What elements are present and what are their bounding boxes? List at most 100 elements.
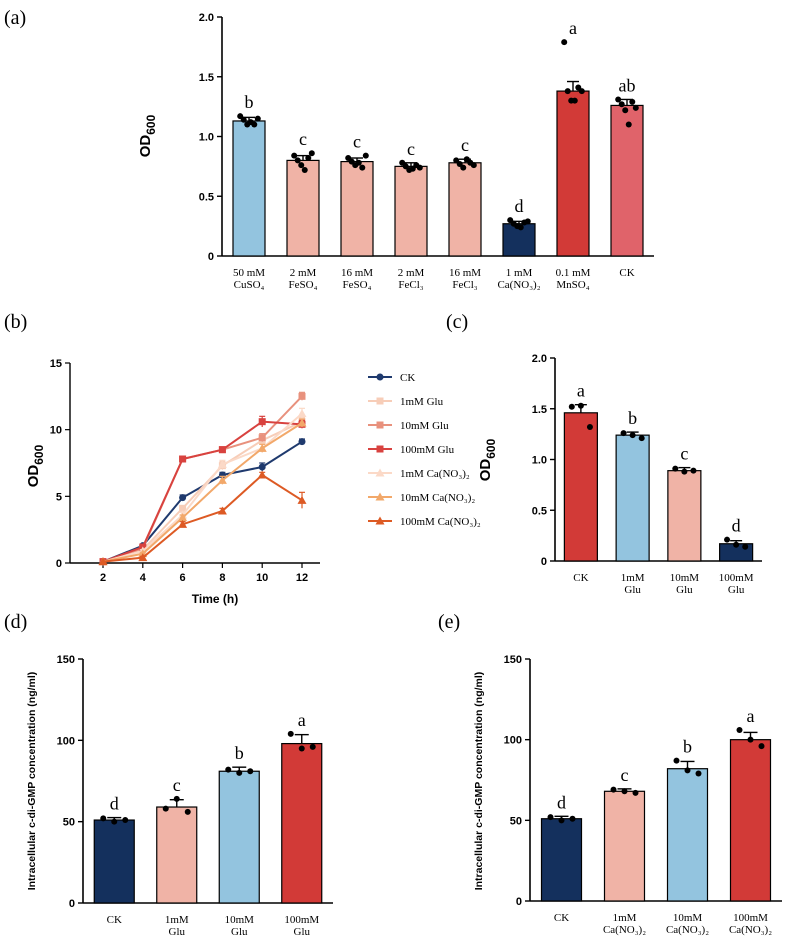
data-point <box>217 459 227 468</box>
data-point <box>247 768 254 775</box>
bar <box>394 165 428 257</box>
y-axis-title: Intracellular c-di-GMP concentration (ng… <box>26 672 38 891</box>
chart-c: 00.51.01.52.0OD600aCKb1mMGluc10mMGlud100… <box>477 353 762 596</box>
series-line <box>102 412 303 563</box>
data-point <box>184 808 191 815</box>
bar <box>666 768 709 902</box>
legend-item: CK <box>368 372 415 384</box>
legend-label: CK <box>400 372 415 384</box>
x-axis-title: Time (h) <box>192 592 238 606</box>
y-axis-title-sub: 600 <box>144 114 158 134</box>
chart-d: 0 50 100 150 Intracellular c-di-GMP concentr… <box>26 654 333 938</box>
data-point <box>291 152 298 159</box>
category-label: 10mM <box>673 912 703 924</box>
legend-item: 10mM Ca(NO₃)₂ <box>368 492 475 504</box>
series-2 <box>99 391 306 566</box>
category-label: Glu <box>294 926 311 938</box>
y-tick-label: 0 <box>541 556 547 568</box>
category-label: 0.1 mM <box>556 267 591 279</box>
y-tick-label: 0 <box>69 898 75 910</box>
data-point <box>98 557 108 566</box>
y-tick-label: 5 <box>56 491 62 503</box>
data-point <box>362 152 369 159</box>
data-point <box>251 121 258 128</box>
category-label: CK <box>107 914 122 926</box>
significance-letter: d <box>732 516 741 536</box>
y-tick-label: 2.0 <box>199 12 214 24</box>
category-label: Glu <box>231 926 248 938</box>
significance-letter: a <box>569 18 577 38</box>
y-tick-label: 100 <box>504 735 522 747</box>
category-label: Glu <box>624 584 641 596</box>
data-point <box>547 814 554 821</box>
category-label: 16 mM <box>449 267 481 279</box>
category-label: 16 mM <box>341 267 373 279</box>
data-point <box>568 403 575 410</box>
category-label: 100mM <box>719 572 754 584</box>
y-tick-label: 1.0 <box>199 132 214 144</box>
series-line <box>102 420 303 563</box>
significance-letter: c <box>173 775 181 795</box>
panel-label-b: (b) <box>4 311 27 333</box>
bar <box>556 90 590 257</box>
category-label: 2 mM <box>290 267 317 279</box>
data-point <box>218 446 226 454</box>
bar <box>156 806 198 904</box>
category-label: Ca(NO₃)₂ <box>603 924 646 936</box>
data-point <box>217 475 227 484</box>
legend-marker <box>376 373 384 381</box>
data-point <box>179 455 187 463</box>
legend-item: 100mM Glu <box>368 444 455 456</box>
data-point <box>416 164 423 171</box>
data-point <box>297 495 307 504</box>
significance-letter: b <box>245 92 254 112</box>
bar <box>93 819 135 904</box>
category-label: 100mM <box>284 914 319 926</box>
data-point <box>257 470 267 479</box>
data-point <box>309 743 316 750</box>
y-tick-label: 100 <box>57 735 75 747</box>
data-point <box>225 766 232 773</box>
bar <box>603 790 646 902</box>
significance-letter: b <box>235 743 244 763</box>
data-point <box>638 435 645 442</box>
y-axis-title-main: OD <box>477 459 494 482</box>
data-point <box>684 767 691 774</box>
y-tick-label: 0 <box>56 558 62 570</box>
category-label: CuSO₄ <box>234 279 265 291</box>
y-axis-title-main: OD <box>25 465 42 488</box>
data-point <box>297 418 307 427</box>
legend-label: 1mM Glu <box>400 396 444 408</box>
series-line <box>102 440 303 563</box>
category-label: FeSO₄ <box>343 279 372 291</box>
y-axis-title-sub: 600 <box>484 438 498 458</box>
y-tick-label: 10 <box>50 425 62 437</box>
significance-letter: a <box>577 381 585 401</box>
data-point <box>100 815 107 822</box>
legend-marker <box>376 397 384 405</box>
data-point <box>695 770 702 777</box>
bar <box>667 470 702 562</box>
data-point <box>258 463 266 471</box>
bar <box>340 160 374 257</box>
bar <box>563 412 598 562</box>
y-axis-title-main: OD <box>137 135 154 158</box>
data-point <box>178 519 188 528</box>
category-label: CK <box>619 267 634 279</box>
data-point <box>561 39 568 46</box>
panel-label-e: (e) <box>438 611 460 633</box>
significance-letter: c <box>353 132 361 152</box>
data-point <box>138 553 148 562</box>
data-point <box>301 166 308 173</box>
category-label: 1mM <box>613 912 637 924</box>
category-label: CK <box>554 912 569 924</box>
y-axis-title: OD600 <box>25 444 46 487</box>
data-point <box>470 162 477 169</box>
data-point <box>517 224 524 231</box>
y-tick-label: 1.5 <box>532 404 547 416</box>
bar <box>540 818 583 902</box>
significance-letter: b <box>628 408 637 428</box>
significance-letter: d <box>557 792 566 812</box>
bar <box>615 434 650 562</box>
data-point <box>305 155 312 162</box>
